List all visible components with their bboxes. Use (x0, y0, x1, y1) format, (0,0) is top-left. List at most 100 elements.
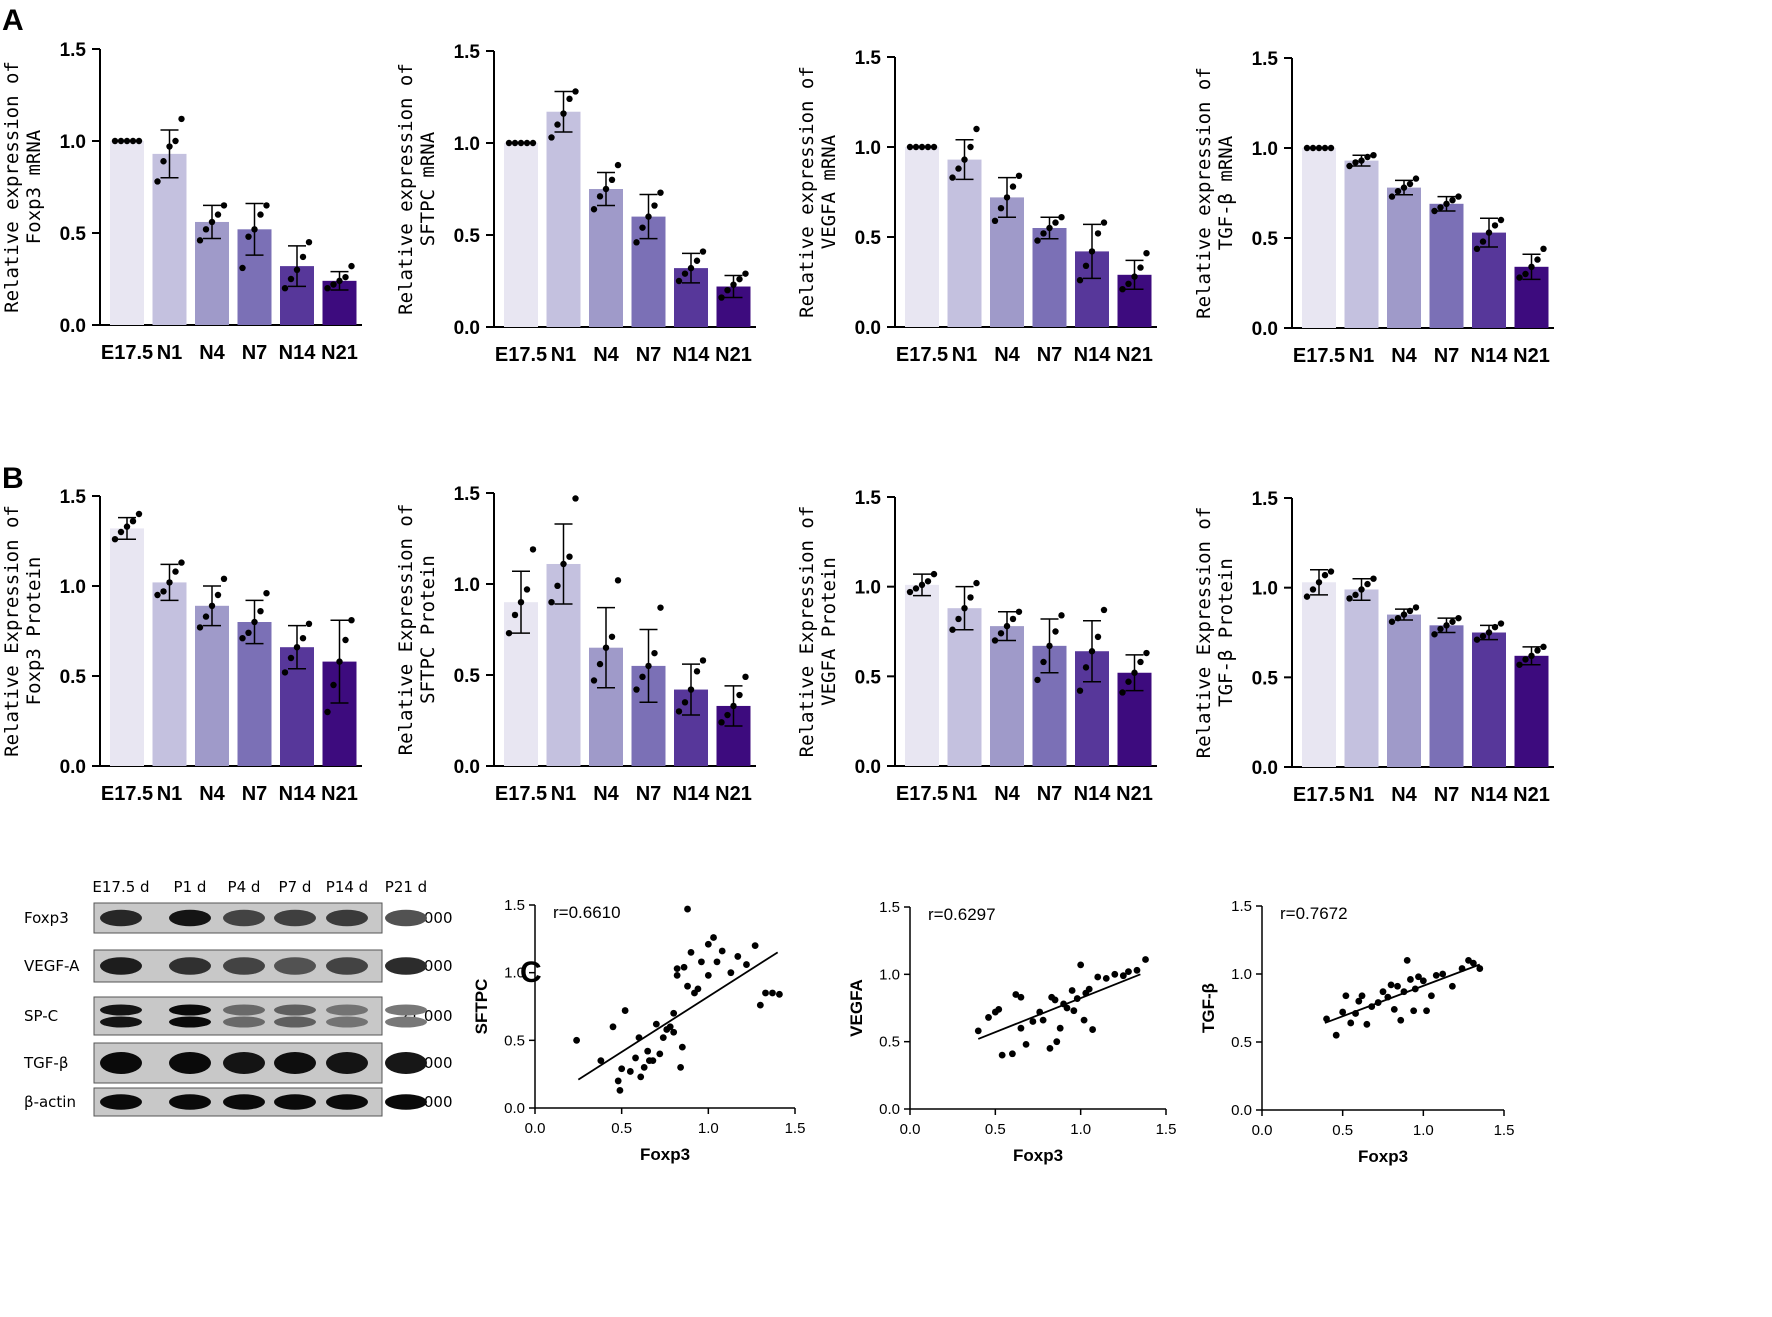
category-label: N4 (593, 783, 619, 805)
data-point (602, 185, 610, 193)
category-label: N21 (321, 342, 358, 364)
blot-band (326, 1052, 368, 1074)
data-point (1125, 968, 1132, 976)
data-point (529, 139, 537, 147)
data-point (1040, 230, 1047, 237)
data-point (1070, 1007, 1078, 1015)
data-point (251, 226, 258, 233)
category-label: N4 (994, 783, 1020, 805)
data-point (1015, 172, 1023, 179)
y-axis-label: Relative Expression of (796, 506, 818, 758)
data-point (924, 578, 932, 585)
data-point (1352, 591, 1359, 599)
correlation-annotation: r=0.7672 (1280, 904, 1348, 923)
data-point (172, 137, 179, 145)
blot-lane-label: P21 d (385, 878, 427, 896)
data-point (633, 686, 640, 693)
data-point (995, 1005, 1003, 1013)
data-point (704, 940, 712, 948)
blot-band (169, 957, 211, 975)
y-tick-label: 0.0 (60, 757, 86, 778)
data-point (1419, 977, 1427, 985)
data-point (675, 277, 683, 285)
x-axis-label: Foxp3 (1013, 1146, 1063, 1165)
data-point (693, 668, 701, 675)
y-axis-label: SFTPC mRNA (417, 131, 439, 246)
category-label: N7 (636, 344, 662, 366)
data-point (1358, 586, 1365, 593)
data-point (632, 1054, 639, 1062)
data-point (614, 577, 622, 584)
data-point (681, 699, 689, 706)
data-point (718, 294, 725, 301)
data-point (652, 1020, 660, 1028)
category-label: E17.5 (495, 344, 547, 366)
data-point (1003, 622, 1011, 630)
bar-N7 (1429, 203, 1464, 328)
y-tick-label: 0.5 (879, 1034, 900, 1051)
scatter-chart-2: 0.0 0.5 1.0 1.5 0.0 0.5 1.0 1.5 Foxp3 VEGFA r=0.62… (847, 899, 1176, 1165)
data-point (675, 708, 683, 715)
data-point (678, 1043, 686, 1051)
data-point (263, 590, 270, 597)
data-point (111, 137, 119, 145)
y-tick-label: 1.0 (1252, 139, 1278, 160)
data-point (560, 560, 567, 568)
bar-N7 (1032, 228, 1067, 327)
data-point (769, 989, 776, 997)
data-point (129, 137, 137, 145)
data-point (1094, 633, 1102, 641)
data-point (1082, 664, 1090, 671)
data-point (1540, 643, 1547, 651)
bar-E17.5 (1302, 582, 1336, 767)
y-tick-label: 0.5 (855, 667, 882, 688)
data-point (166, 143, 173, 150)
data-point (1449, 618, 1456, 625)
data-point (1379, 988, 1387, 996)
bar-N1 (947, 159, 982, 327)
data-point (1534, 256, 1541, 263)
data-point (614, 1077, 622, 1085)
y-axis-label: TGF-β mRNA (1215, 135, 1237, 250)
data-point (1406, 607, 1414, 615)
y-tick-label: 0.0 (504, 1100, 525, 1117)
data-point (1347, 1019, 1355, 1027)
data-point (1058, 214, 1065, 221)
y-tick-label: 1.5 (855, 488, 882, 509)
y-tick-label: 0.5 (60, 667, 87, 688)
data-point (713, 958, 721, 966)
y-tick-label: 0.5 (454, 666, 481, 687)
data-point (1423, 1007, 1430, 1015)
data-point (1534, 647, 1541, 654)
data-point (704, 971, 712, 979)
blot-band (100, 1004, 142, 1016)
data-point (1412, 604, 1420, 611)
data-point (239, 264, 246, 272)
fit-line (577, 951, 779, 1081)
blot-band (169, 909, 211, 927)
data-point (1034, 676, 1041, 684)
data-point (1327, 144, 1335, 152)
data-point (202, 613, 210, 620)
data-point (1364, 153, 1371, 161)
data-point (1058, 612, 1065, 619)
y-axis-label: Foxp3 Protein (23, 557, 45, 706)
data-point (1015, 608, 1023, 615)
data-point (1394, 188, 1402, 195)
data-point (698, 958, 705, 966)
data-point (1321, 571, 1329, 579)
y-tick-label: 1.0 (855, 138, 881, 159)
data-point (1094, 230, 1102, 237)
data-point (1439, 970, 1447, 978)
data-point (618, 1065, 626, 1073)
data-point (1063, 1004, 1071, 1012)
data-point (1485, 629, 1493, 636)
data-point (1355, 997, 1363, 1005)
category-label: N21 (715, 344, 752, 366)
data-point (633, 239, 640, 246)
data-point (1352, 159, 1359, 166)
data-point (1358, 157, 1365, 164)
data-point (336, 658, 343, 665)
data-point (756, 1001, 764, 1009)
bar-N4 (1387, 614, 1421, 767)
